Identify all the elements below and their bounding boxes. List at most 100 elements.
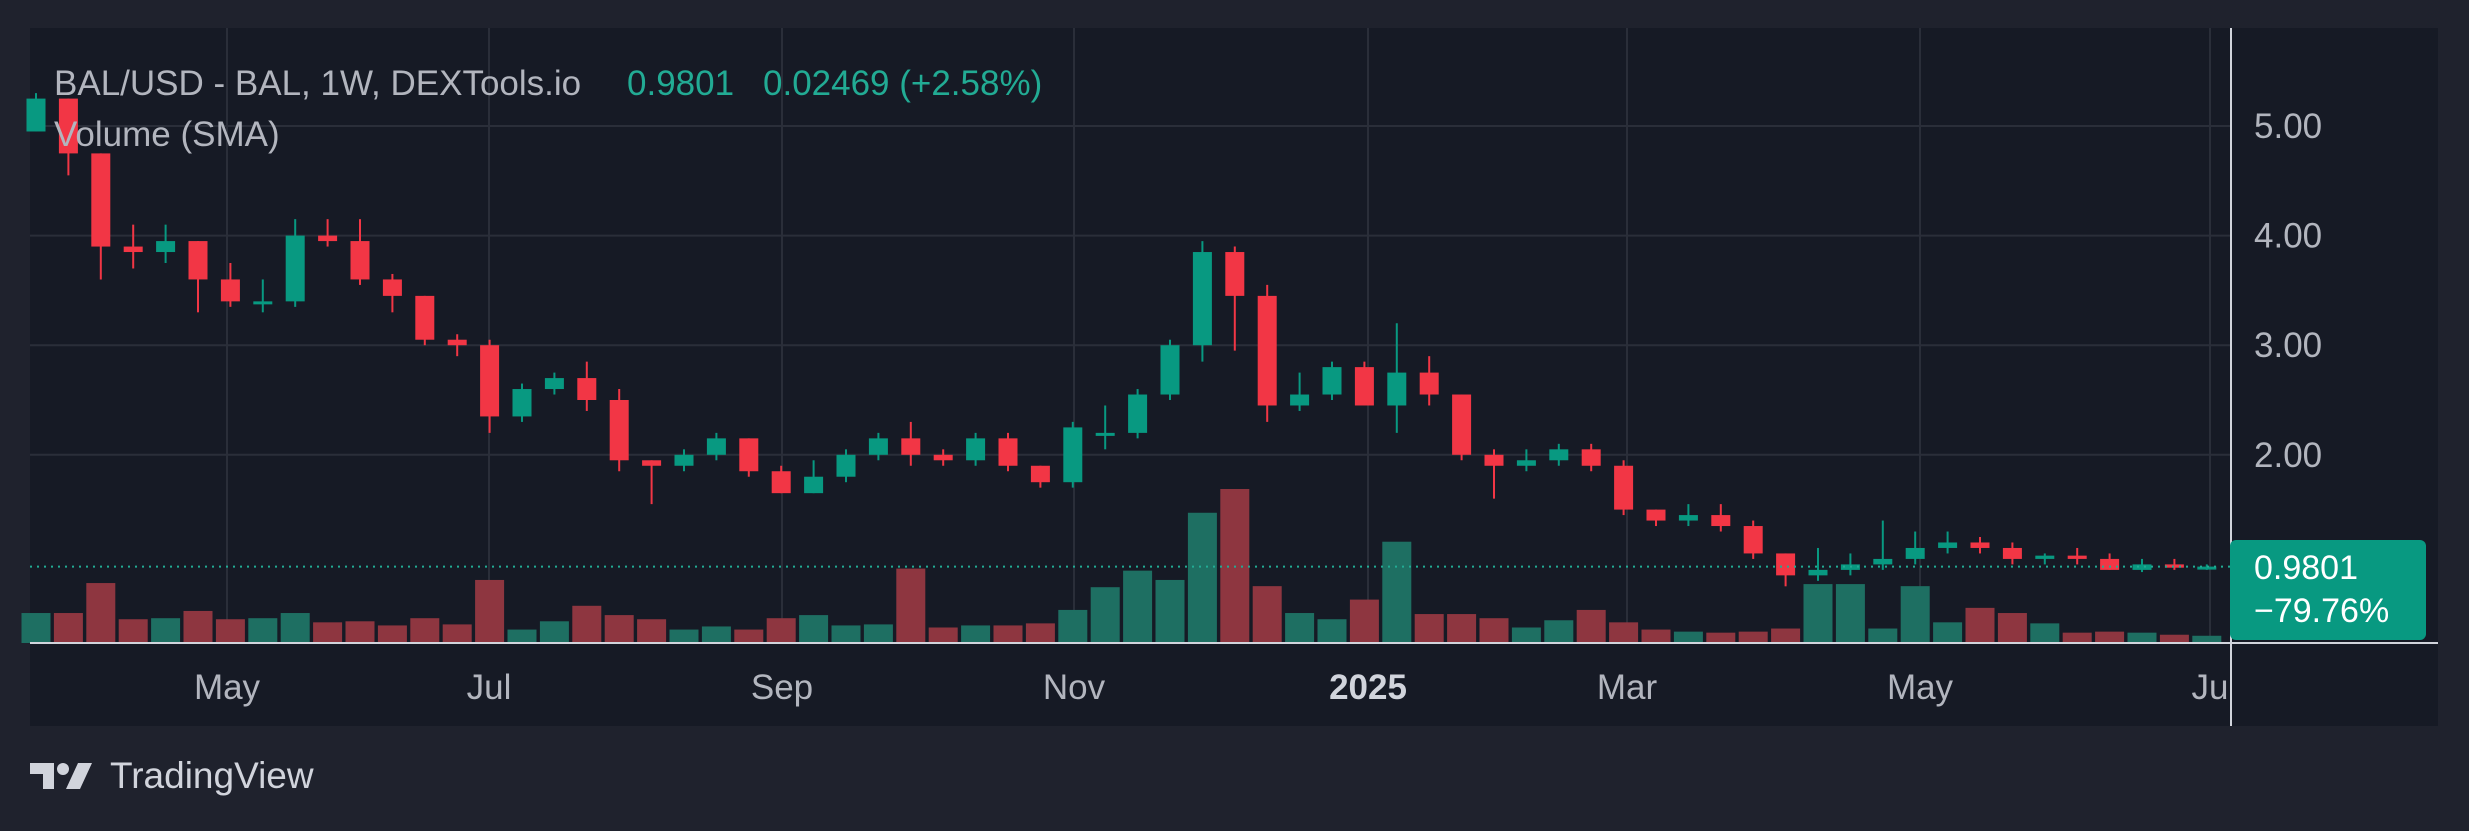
- candle[interactable]: [706, 432, 726, 461]
- candle[interactable]: [2132, 558, 2152, 573]
- volume-bar: [1706, 632, 1736, 643]
- candle[interactable]: [1549, 443, 1569, 466]
- candle-body: [382, 279, 402, 296]
- candle[interactable]: [771, 465, 791, 494]
- candle[interactable]: [318, 219, 338, 247]
- candle[interactable]: [350, 219, 370, 285]
- candle[interactable]: [1160, 339, 1180, 400]
- candle[interactable]: [933, 449, 953, 466]
- candle[interactable]: [415, 295, 435, 346]
- candle[interactable]: [1646, 509, 1666, 527]
- candle[interactable]: [156, 224, 176, 263]
- candle-body: [1030, 465, 1050, 483]
- candle[interactable]: [1257, 284, 1277, 422]
- candle[interactable]: [868, 432, 888, 461]
- grid-lines: [30, 28, 2231, 643]
- candle-body: [1905, 547, 1925, 559]
- volume-bar: [928, 627, 958, 643]
- candle[interactable]: [1711, 504, 1731, 532]
- candle[interactable]: [2067, 547, 2087, 565]
- volume-bar: [2062, 632, 2092, 643]
- candle[interactable]: [1905, 531, 1925, 565]
- candle[interactable]: [1776, 553, 1796, 587]
- candle[interactable]: [1614, 460, 1634, 516]
- candle-body: [868, 438, 888, 455]
- volume-bar: [1641, 629, 1671, 643]
- tradingview-brand-label: TradingView: [110, 755, 314, 796]
- candle-body: [1290, 394, 1310, 406]
- candle[interactable]: [1743, 520, 1763, 559]
- candle[interactable]: [901, 421, 921, 466]
- candle[interactable]: [1030, 465, 1050, 488]
- candle-body: [58, 98, 78, 154]
- candle[interactable]: [1290, 372, 1310, 411]
- price-tick-label: 3.00: [2254, 326, 2322, 365]
- volume-bar: [118, 619, 148, 643]
- candle[interactable]: [1128, 389, 1148, 439]
- candle[interactable]: [123, 224, 143, 269]
- candle[interactable]: [253, 279, 273, 313]
- candle[interactable]: [220, 263, 240, 307]
- candle[interactable]: [91, 153, 111, 280]
- volume-bar: [410, 618, 440, 643]
- price-change-value: 0.02469 (+2.58%): [763, 64, 1042, 103]
- candle[interactable]: [1484, 449, 1504, 499]
- candle[interactable]: [836, 449, 856, 483]
- candle[interactable]: [739, 438, 759, 477]
- candle-body: [1452, 394, 1472, 455]
- candle[interactable]: [382, 273, 402, 313]
- candle[interactable]: [1452, 394, 1472, 461]
- tradingview-brand[interactable]: TradingView: [30, 752, 314, 800]
- candle[interactable]: [188, 241, 208, 313]
- candle[interactable]: [998, 432, 1018, 472]
- candle[interactable]: [642, 460, 662, 505]
- time-tick-label: Mar: [1597, 668, 1658, 707]
- candle[interactable]: [1938, 531, 1958, 554]
- candle[interactable]: [1095, 405, 1115, 450]
- candle[interactable]: [1808, 547, 1828, 581]
- candle[interactable]: [1354, 361, 1374, 406]
- candle[interactable]: [2164, 558, 2184, 570]
- candle[interactable]: [1322, 361, 1342, 400]
- candle[interactable]: [1873, 520, 1893, 570]
- candle[interactable]: [2002, 542, 2022, 565]
- time-axis[interactable]: May Jul Sep Nov 2025 Mar May Ju: [194, 668, 2229, 707]
- candle[interactable]: [966, 432, 986, 466]
- symbol-title[interactable]: BAL/USD - BAL, 1W, DEXTools.io: [54, 64, 581, 103]
- candle[interactable]: [544, 372, 564, 395]
- candle[interactable]: [1970, 537, 1990, 554]
- candle[interactable]: [2197, 564, 2217, 570]
- candle[interactable]: [674, 449, 694, 472]
- candle-body: [415, 295, 435, 340]
- candle-body: [123, 246, 143, 253]
- candle[interactable]: [1516, 449, 1536, 472]
- candle-body: [1128, 394, 1148, 433]
- candle[interactable]: [447, 334, 467, 357]
- candle[interactable]: [1192, 241, 1212, 362]
- candle[interactable]: [804, 460, 824, 494]
- candle-body: [1257, 295, 1277, 406]
- volume-bar: [2159, 634, 2189, 643]
- candle[interactable]: [285, 219, 305, 307]
- candle[interactable]: [609, 389, 629, 472]
- volume-bar: [1090, 587, 1120, 643]
- volume-bar: [151, 618, 181, 643]
- candle-body: [1646, 509, 1666, 521]
- candle[interactable]: [1678, 504, 1698, 527]
- candle[interactable]: [2035, 553, 2055, 565]
- candle-body: [998, 438, 1018, 466]
- candle[interactable]: [1225, 246, 1245, 351]
- candle[interactable]: [1581, 443, 1601, 472]
- candle[interactable]: [1387, 323, 1407, 433]
- candle[interactable]: [480, 339, 500, 433]
- candle[interactable]: [58, 98, 78, 176]
- candle[interactable]: [26, 93, 46, 132]
- price-axis[interactable]: 5.00 4.00 3.00 2.00: [2254, 107, 2322, 475]
- candle[interactable]: [1063, 421, 1083, 488]
- candle[interactable]: [577, 361, 597, 411]
- volume-bar: [1414, 614, 1444, 643]
- candle[interactable]: [1419, 356, 1439, 406]
- candle[interactable]: [512, 383, 532, 422]
- volume-indicator-label[interactable]: Volume (SMA): [54, 115, 280, 154]
